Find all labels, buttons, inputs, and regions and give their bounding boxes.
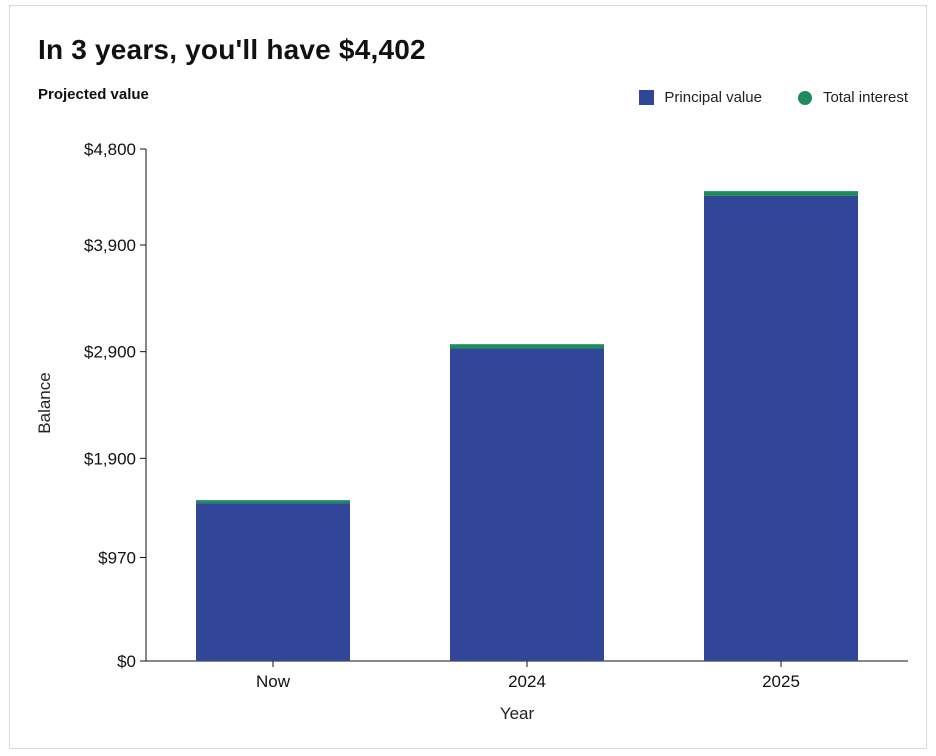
- legend-swatch-interest: [797, 90, 812, 105]
- legend-item-interest[interactable]: Total interest: [797, 89, 908, 106]
- y-axis-title: Balance: [35, 372, 54, 433]
- bar-principal-0[interactable]: [196, 503, 350, 661]
- y-tick-label: $0: [117, 652, 136, 671]
- x-tick-label: 2024: [508, 672, 546, 691]
- y-tick-label: $1,900: [84, 449, 136, 468]
- legend-label-principal: Principal value: [664, 89, 762, 106]
- bar-interest-0[interactable]: [196, 500, 350, 504]
- bar-principal-1[interactable]: [450, 348, 604, 661]
- legend-item-principal[interactable]: Principal value: [639, 89, 762, 106]
- chart-subtitle: Projected value: [38, 86, 149, 103]
- legend-swatch-principal: [639, 90, 655, 105]
- bar-interest-1[interactable]: [450, 344, 604, 349]
- y-tick-label: $970: [98, 549, 136, 568]
- x-tick-label: 2025: [762, 672, 800, 691]
- x-tick-label: Now: [256, 672, 291, 691]
- y-tick-label: $4,800: [84, 140, 136, 159]
- chart-legend: Principal value Total interest: [603, 89, 908, 106]
- bar-principal-2[interactable]: [704, 195, 858, 661]
- legend-label-interest: Total interest: [822, 89, 908, 106]
- chart-headline: In 3 years, you'll have $4,402: [38, 34, 426, 65]
- x-axis-title: Year: [500, 704, 535, 723]
- bar-interest-2[interactable]: [704, 191, 858, 196]
- y-tick-label: $3,900: [84, 236, 136, 255]
- y-tick-label: $2,900: [84, 343, 136, 362]
